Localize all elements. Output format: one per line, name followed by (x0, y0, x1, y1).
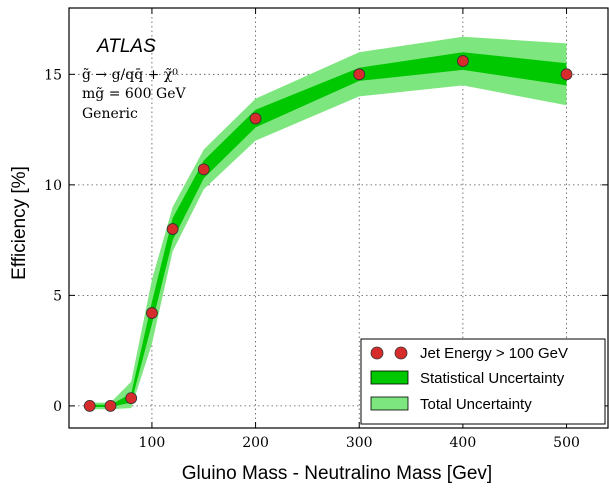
legend-marker-1 (370, 346, 384, 360)
data-point (249, 112, 262, 125)
data-point (197, 163, 210, 176)
data-point (83, 399, 96, 412)
y-tick-label: 10 (44, 178, 62, 194)
data-point (456, 55, 469, 67)
legend-label-data: Jet Energy > 100 GeV (420, 345, 568, 362)
uncertainty-bands (89, 36, 567, 410)
plot-frame (68, 7, 609, 429)
y-tick-label: 5 (53, 288, 62, 304)
annotation-block: ATLAS g̃ → g/qq̄ + χ̃⁰ mg̃ = 600 GeV Gen… (82, 36, 187, 122)
data-point (166, 223, 179, 235)
annotation-title: ATLAS (96, 36, 156, 57)
x-tick-label: 400 (450, 435, 477, 451)
x-tick-label: 300 (346, 435, 373, 451)
x-tick-label: 200 (242, 435, 269, 451)
x-tick-label: 500 (553, 435, 580, 451)
annotation-mass: mg̃ = 600 GeV (82, 86, 187, 102)
legend-swatch-total (370, 396, 409, 411)
data-point (146, 307, 158, 319)
legend: Jet Energy > 100 GeV Statistical Uncerta… (360, 338, 606, 425)
statistical-uncertainty-band (89, 52, 567, 407)
y-axis-label: Efficiency [%] (9, 166, 30, 280)
x-tick-label: 100 (139, 435, 166, 451)
data-point (560, 68, 573, 81)
legend-label-total: Total Uncertainty (420, 396, 532, 413)
legend-marker-2 (394, 346, 408, 360)
legend-label-stat: Statistical Uncertainty (420, 370, 565, 387)
data-markers (83, 55, 573, 412)
y-tick-label: 0 (53, 399, 62, 415)
annotation-process: g̃ → g/qq̄ + χ̃⁰ (82, 67, 178, 83)
x-axis-label: Gluino Mass - Neutralino Mass [Gev] (182, 463, 492, 484)
legend-swatch-stat (370, 370, 409, 385)
data-point (104, 399, 117, 412)
data-point (125, 392, 138, 405)
annotation-selection: Generic (82, 106, 138, 122)
y-tick-label: 15 (44, 67, 62, 83)
axis-ticks: 100 200 300 400 500 0 5 10 15 (44, 8, 608, 451)
data-point (353, 68, 366, 81)
